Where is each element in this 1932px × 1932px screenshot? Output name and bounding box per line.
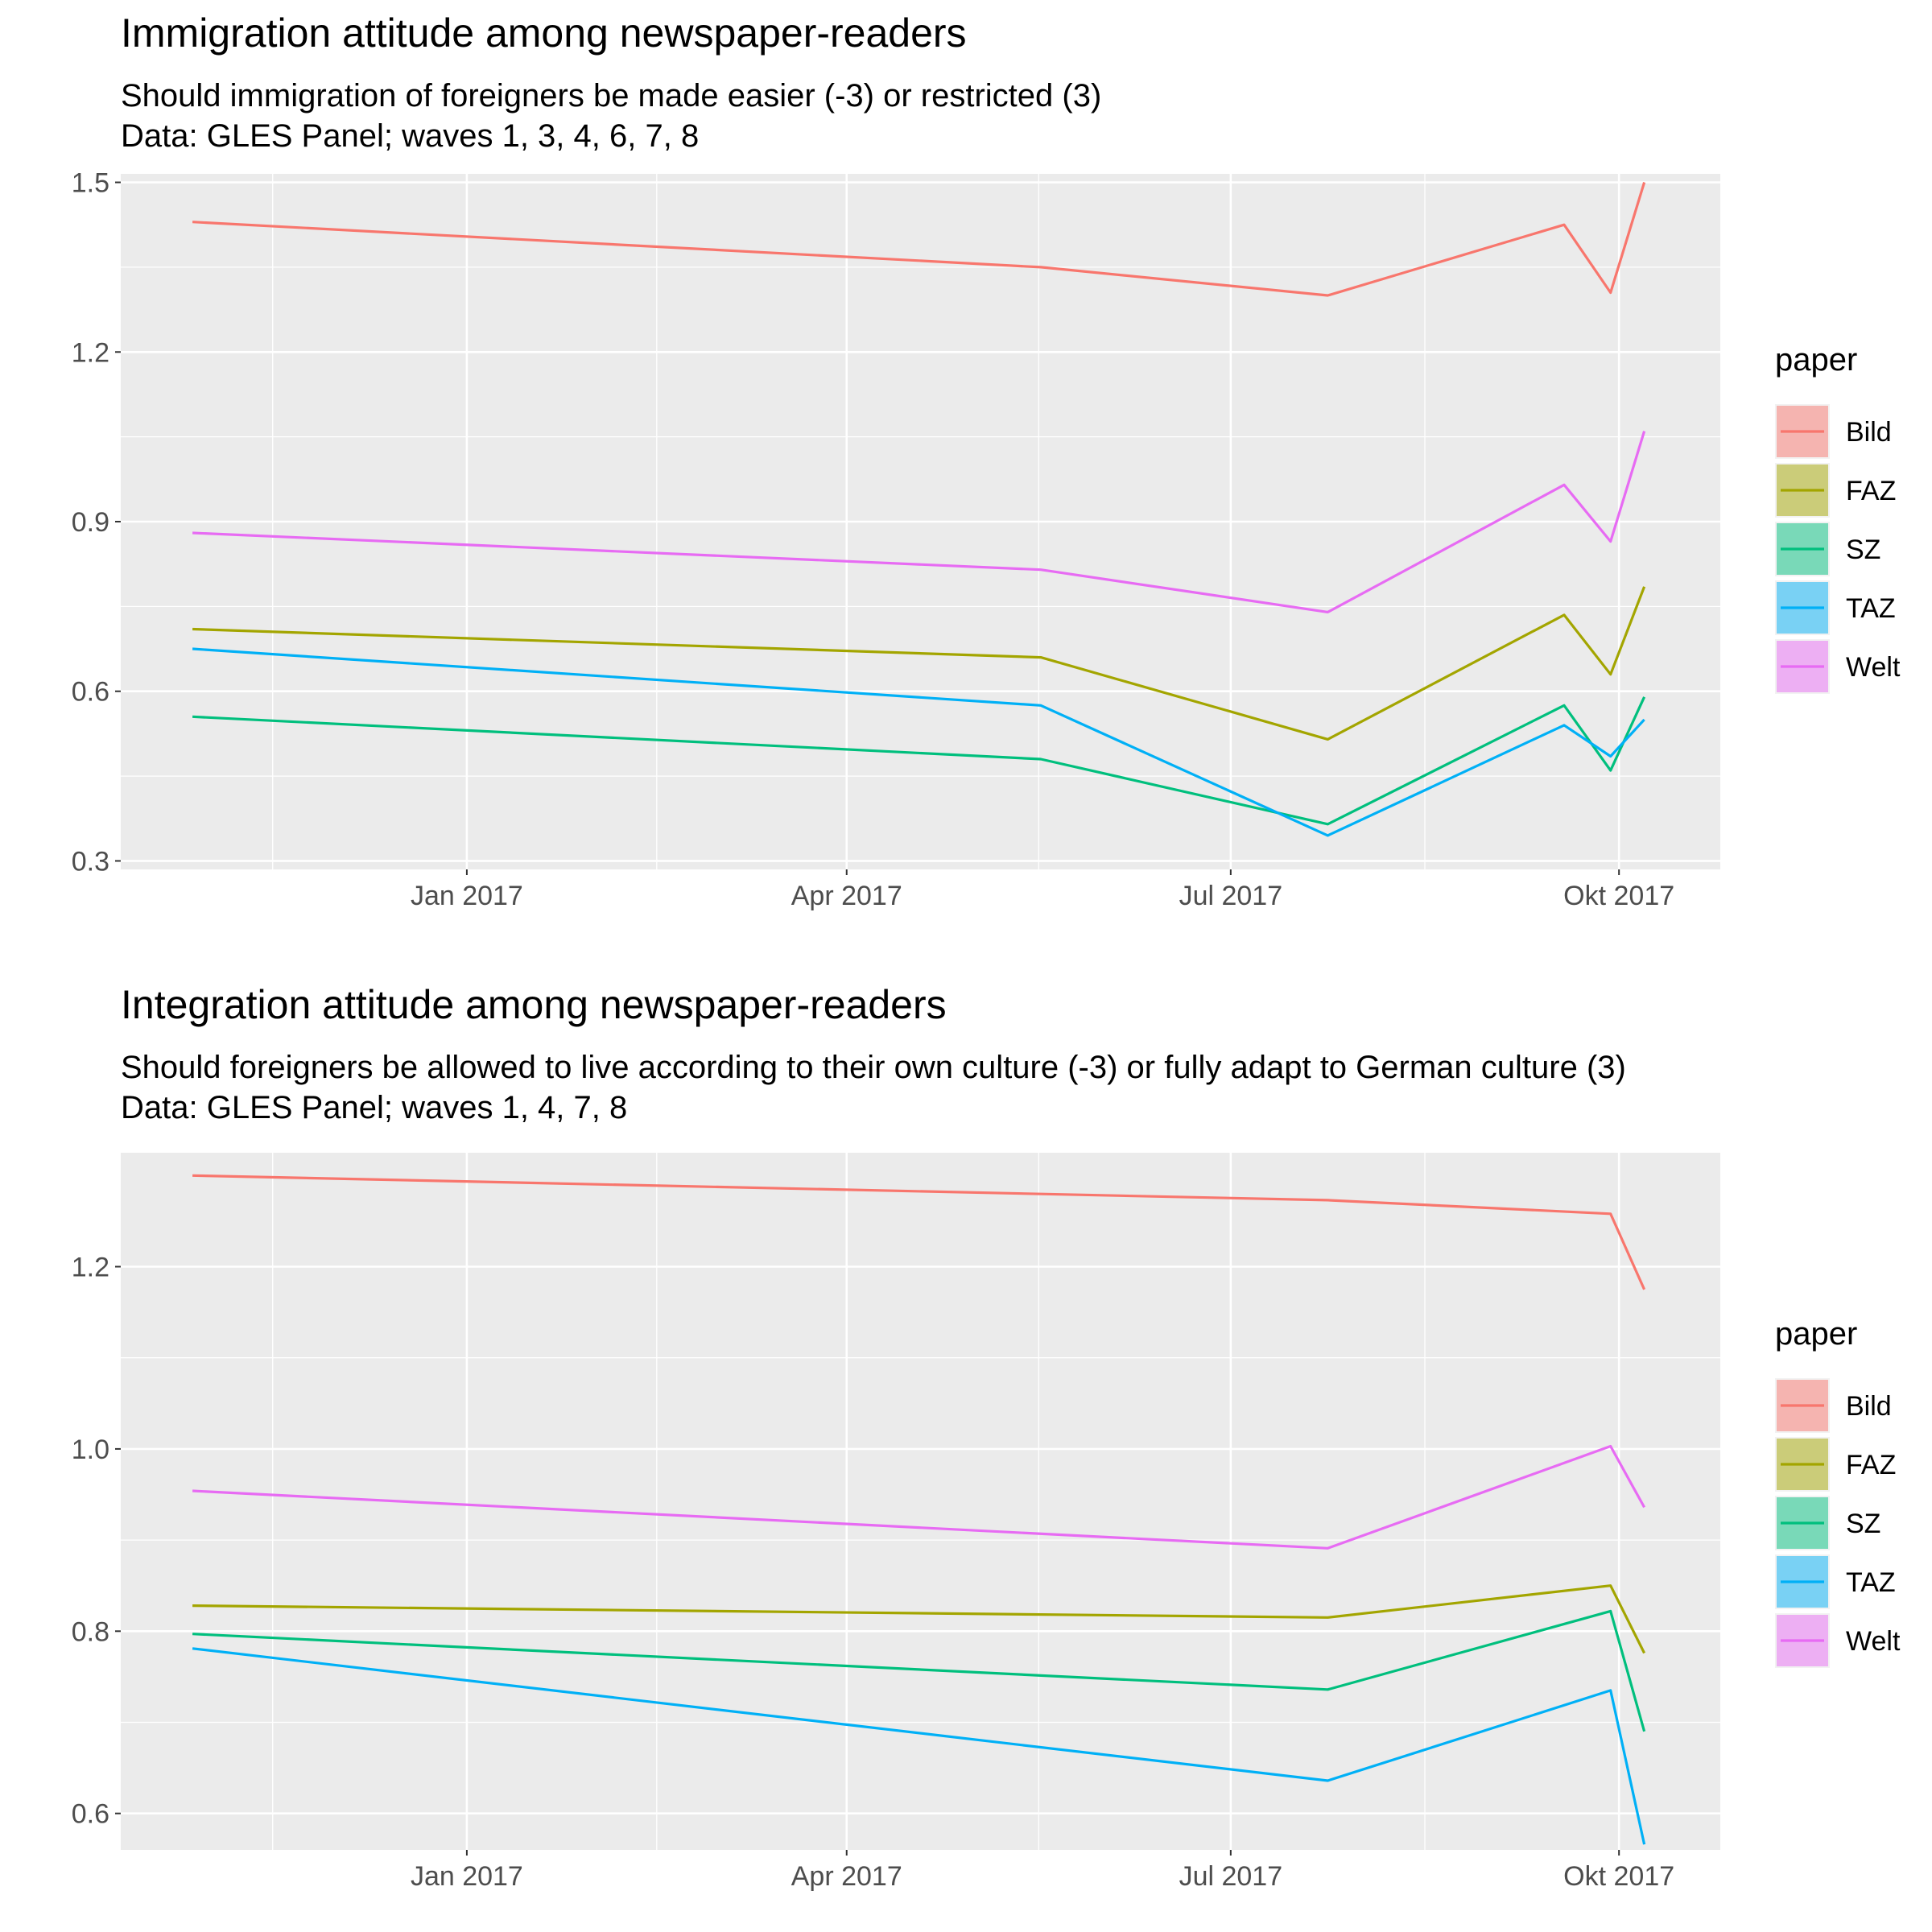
legend-label: Welt xyxy=(1846,652,1901,683)
tick-label-x: Jul 2017 xyxy=(1179,881,1283,911)
legend: paper Bild FAZ SZ TAZ Welt xyxy=(1775,1316,1901,1668)
series-line-welt xyxy=(192,431,1646,614)
tick-label-y: 0.6 xyxy=(72,1799,109,1830)
immigration-chart: Immigration attitude among newspaper-rea… xyxy=(72,10,1901,911)
plot-area: 0.3 0.6 0.9 1.2 1.5 Jan 2017 Apr 2017 Jul 2017 O… xyxy=(72,168,1720,911)
legend-title: paper xyxy=(1775,1316,1857,1352)
series-line-sz xyxy=(192,1609,1646,1732)
chart-title: Immigration attitude among newspaper-rea… xyxy=(121,10,967,56)
series-line-faz xyxy=(192,586,1646,741)
legend-label: Bild xyxy=(1846,1391,1892,1422)
legend-label: FAZ xyxy=(1846,476,1896,506)
series-line-sz xyxy=(192,696,1646,826)
legend-label: Bild xyxy=(1846,417,1892,448)
chart-subtitle-line-2: Data: GLES Panel; waves 1, 4, 7, 8 xyxy=(121,1090,627,1125)
chart-title: Integration attitude among newspaper-rea… xyxy=(121,982,947,1027)
series-line-welt xyxy=(192,1444,1646,1550)
series-line-taz xyxy=(192,1647,1646,1845)
legend-label: TAZ xyxy=(1846,1567,1896,1598)
tick-label-x: Apr 2017 xyxy=(791,881,902,911)
legend-label: TAZ xyxy=(1846,593,1896,624)
tick-label-y: 0.8 xyxy=(72,1616,109,1647)
tick-label-x: Jan 2017 xyxy=(411,1861,523,1892)
tick-label-x: Okt 2017 xyxy=(1563,1861,1674,1892)
tick-label-y: 1.5 xyxy=(72,168,109,199)
integration-chart: Integration attitude among newspaper-rea… xyxy=(72,982,1901,1892)
tick-label-y: 0.9 xyxy=(72,507,109,538)
legend: paper Bild FAZ SZ TAZ Welt xyxy=(1775,342,1901,694)
tick-label-x: Jan 2017 xyxy=(411,881,523,911)
plot-area: 0.6 0.8 1.0 1.2 Jan 2017 Apr 2017 Jul 2017 Okt … xyxy=(72,1153,1720,1892)
tick-label-y: 1.2 xyxy=(72,337,109,368)
series-line-faz xyxy=(192,1584,1646,1654)
series-line-taz xyxy=(192,647,1645,837)
chart-subtitle-line-1: Should foreigners be allowed to live acc… xyxy=(121,1050,1626,1085)
series-line-bild xyxy=(192,1174,1646,1290)
chart-subtitle-line-2: Data: GLES Panel; waves 1, 3, 4, 6, 7, 8 xyxy=(121,118,699,154)
legend-label: SZ xyxy=(1846,535,1880,565)
tick-label-y: 1.2 xyxy=(72,1253,109,1283)
chart-subtitle-line-1: Should immigration of foreigners be made… xyxy=(121,78,1101,114)
tick-label-y: 0.6 xyxy=(72,677,109,708)
legend-label: FAZ xyxy=(1846,1450,1896,1480)
tick-label-x: Apr 2017 xyxy=(791,1861,902,1892)
legend-label: Welt xyxy=(1846,1626,1901,1657)
tick-label-x: Okt 2017 xyxy=(1563,881,1674,911)
tick-label-x: Jul 2017 xyxy=(1179,1861,1283,1892)
series-line-bild xyxy=(192,182,1646,297)
tick-label-y: 1.0 xyxy=(72,1435,109,1465)
legend-label: SZ xyxy=(1846,1509,1880,1539)
legend-title: paper xyxy=(1775,342,1857,378)
panel-background xyxy=(121,1153,1720,1850)
tick-label-y: 0.3 xyxy=(72,846,109,877)
